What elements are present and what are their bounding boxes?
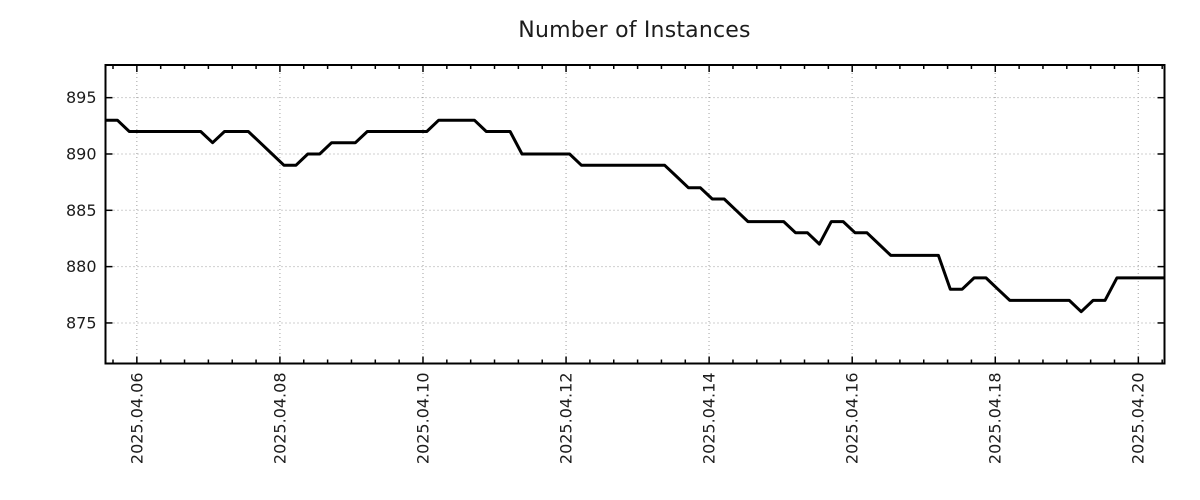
grid-layer — [105, 65, 1165, 364]
x-tick-labels: 2025.04.06 2025.04.08 2025.04.10 2025.04.12… — [127, 373, 1147, 465]
x-tick-label: 2025.04.18 — [986, 373, 1005, 465]
x-tick-label: 2025.04.08 — [270, 373, 289, 465]
x-tick-label: 2025.04.16 — [843, 373, 862, 465]
y-tick-label: 880 — [66, 257, 97, 276]
y-tick-label: 885 — [66, 201, 97, 220]
chart-title: Number of Instances — [518, 18, 751, 43]
x-tick-label: 2025.04.14 — [700, 373, 719, 465]
y-tick-label: 895 — [66, 88, 97, 107]
y-tick-label: 890 — [66, 144, 97, 163]
y-tick-label: 875 — [66, 313, 97, 332]
x-tick-label: 2025.04.10 — [413, 373, 432, 465]
x-tick-label: 2025.04.20 — [1129, 373, 1148, 465]
x-tick-label: 2025.04.06 — [127, 373, 146, 465]
series-line — [105, 118, 1165, 314]
tick-layer — [105, 65, 1165, 364]
y-tick-labels: 875 880 885 890 895 — [66, 88, 97, 332]
plot-border — [104, 64, 1166, 365]
x-tick-label: 2025.04.12 — [557, 373, 576, 465]
